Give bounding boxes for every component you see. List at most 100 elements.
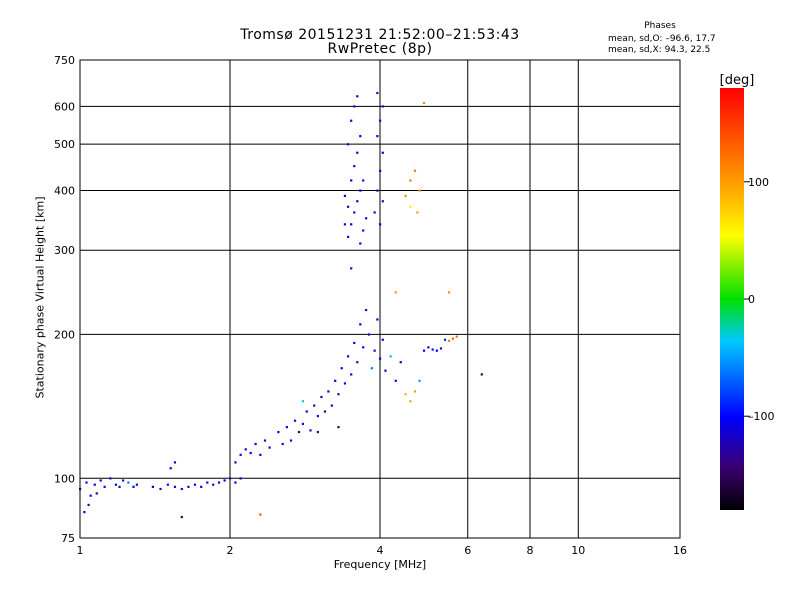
data-point [109, 477, 112, 480]
data-point [370, 367, 373, 370]
data-point [89, 494, 92, 497]
data-point [244, 448, 247, 451]
data-point [239, 477, 242, 480]
data-point [418, 189, 421, 192]
grid-lines [80, 60, 680, 538]
data-point [455, 335, 458, 338]
data-point [330, 404, 333, 407]
data-point [132, 485, 135, 488]
data-point [356, 95, 359, 98]
data-point [379, 169, 382, 172]
data-point [180, 487, 183, 491]
data-point [234, 481, 237, 484]
data-point [334, 379, 337, 382]
data-point [384, 369, 387, 372]
data-point [365, 217, 368, 220]
data-point [362, 346, 365, 349]
data-point [394, 379, 397, 382]
colorbar-tick-label: 0 [748, 293, 755, 306]
x-tick-label: 16 [673, 544, 687, 557]
data-point [409, 179, 412, 182]
data-point [340, 367, 343, 370]
data-point [229, 477, 232, 480]
data-point [313, 404, 316, 407]
data-point [173, 485, 177, 488]
data-point [350, 373, 353, 376]
data-point [305, 410, 308, 413]
data-point [367, 333, 371, 336]
data-point [404, 194, 407, 197]
colorbar-tick-label: 100 [748, 176, 769, 189]
chart-subtitle: RwPretec (8p) [327, 41, 433, 57]
data-point [365, 308, 368, 312]
data-point [83, 511, 86, 514]
data-point [337, 393, 340, 396]
data-point [394, 291, 397, 294]
x-tick-label: 8 [527, 544, 534, 557]
phases-o-stats: mean, sd,O: –96.6, 17.7 [608, 34, 716, 44]
data-point [413, 390, 417, 393]
data-point [353, 211, 356, 214]
y-tick-label: 300 [54, 244, 75, 257]
data-point [200, 485, 203, 488]
data-point [254, 442, 257, 446]
colorbar-tick-label: –100 [748, 410, 775, 423]
data-point [379, 223, 382, 226]
data-point [169, 467, 172, 470]
data-point [320, 395, 323, 399]
data-point [293, 419, 297, 422]
chart-title: Tromsø 20151231 21:52:00–21:53:43 [240, 27, 520, 43]
data-point [346, 143, 350, 146]
data-point [381, 338, 384, 341]
data-point [359, 323, 362, 326]
data-point [422, 101, 426, 105]
data-point [239, 453, 242, 456]
data-point [439, 347, 443, 350]
data-point [135, 483, 138, 486]
data-point [389, 355, 392, 358]
data-point [206, 481, 209, 484]
data-point [187, 485, 190, 488]
y-tick-label: 750 [54, 54, 75, 67]
y-tick-label: 100 [54, 472, 75, 485]
data-point [301, 400, 305, 403]
data-point [422, 349, 426, 352]
data-point [343, 382, 347, 385]
data-point [343, 223, 347, 226]
data-point [356, 361, 359, 364]
data-point [447, 339, 451, 342]
x-tick-label: 10 [571, 544, 585, 557]
data-point [166, 483, 169, 486]
y-tick-label: 400 [54, 184, 75, 197]
data-point [353, 165, 356, 168]
y-tick-label: 500 [54, 138, 75, 151]
data-point [127, 481, 130, 484]
x-tick-label: 6 [464, 544, 471, 557]
phases-title: Phases [644, 21, 676, 31]
data-point [350, 223, 353, 226]
data-point [343, 194, 347, 197]
data-point [381, 105, 384, 108]
data-point [353, 105, 356, 108]
data-point [327, 390, 330, 393]
y-tick-label: 200 [54, 328, 75, 341]
data-point [416, 211, 419, 214]
y-tick-label: 600 [54, 100, 75, 113]
y-tick-label: 75 [61, 532, 75, 545]
data-point [409, 400, 412, 403]
data-point [362, 229, 365, 232]
data-point [350, 119, 353, 122]
data-point [99, 479, 102, 482]
data-point [212, 483, 215, 486]
data-point [346, 235, 350, 239]
data-point [376, 135, 379, 138]
data-point [447, 291, 451, 294]
data-point [87, 503, 90, 507]
data-point [159, 487, 162, 491]
data-point [356, 200, 359, 203]
colorbar-label: [deg] [720, 73, 755, 88]
data-point [268, 446, 271, 449]
data-point [151, 485, 155, 488]
data-point [409, 205, 412, 208]
data-point [376, 189, 379, 192]
